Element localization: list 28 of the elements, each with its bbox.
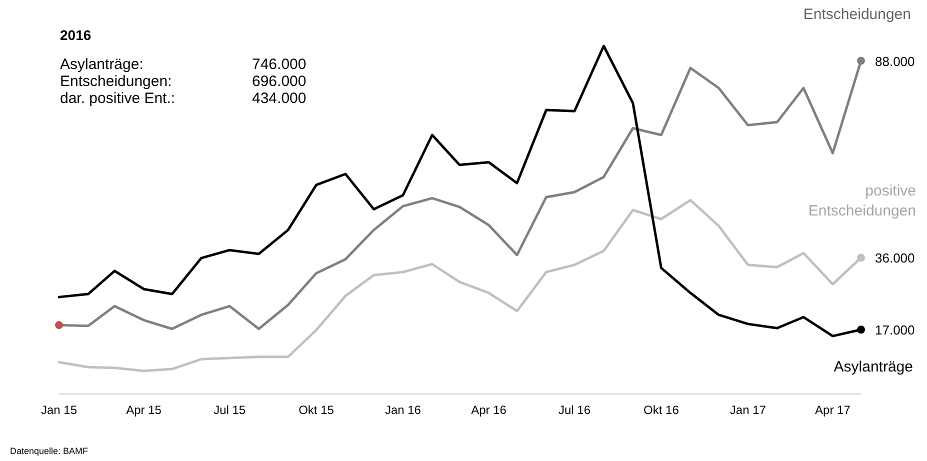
x-tick-label: Okt 15 <box>298 403 334 417</box>
annotation: Entscheidungen: <box>60 73 172 90</box>
x-tick-label: Apr 15 <box>126 403 162 417</box>
annotation: 746.000 <box>252 56 306 73</box>
x-tick-label: Jan 15 <box>40 403 78 417</box>
x-tick-label: Apr 16 <box>471 403 507 417</box>
data-label: 88.000 <box>875 54 915 69</box>
text: Datenquelle: BAMF <box>10 446 89 456</box>
x-tick-label: Okt 16 <box>644 403 680 417</box>
annotation: 434.000 <box>252 90 306 107</box>
x-tick-label: Jan 17 <box>730 403 766 417</box>
x-tick-label: Jan 16 <box>384 403 422 417</box>
data-label: 17.000 <box>875 322 915 338</box>
point <box>857 254 865 262</box>
text: positive Entscheidungen <box>808 182 916 220</box>
text: Entscheidungen <box>803 6 911 23</box>
point <box>55 321 63 330</box>
x-tick-label: Jul 15 <box>214 403 246 417</box>
data-label: 36.000 <box>875 250 915 266</box>
point <box>857 326 865 334</box>
series-label: Asylanträge <box>834 358 913 376</box>
annotation: 696.000 <box>252 73 306 90</box>
point <box>857 56 865 65</box>
annotation: Asylanträge: <box>60 56 144 73</box>
chart-title: 2016 <box>60 27 92 43</box>
x-tick-label: Jul 16 <box>558 403 591 417</box>
annotation: dar. positive Ent.: <box>60 90 176 107</box>
x-tick-label: Apr 17 <box>815 403 851 417</box>
